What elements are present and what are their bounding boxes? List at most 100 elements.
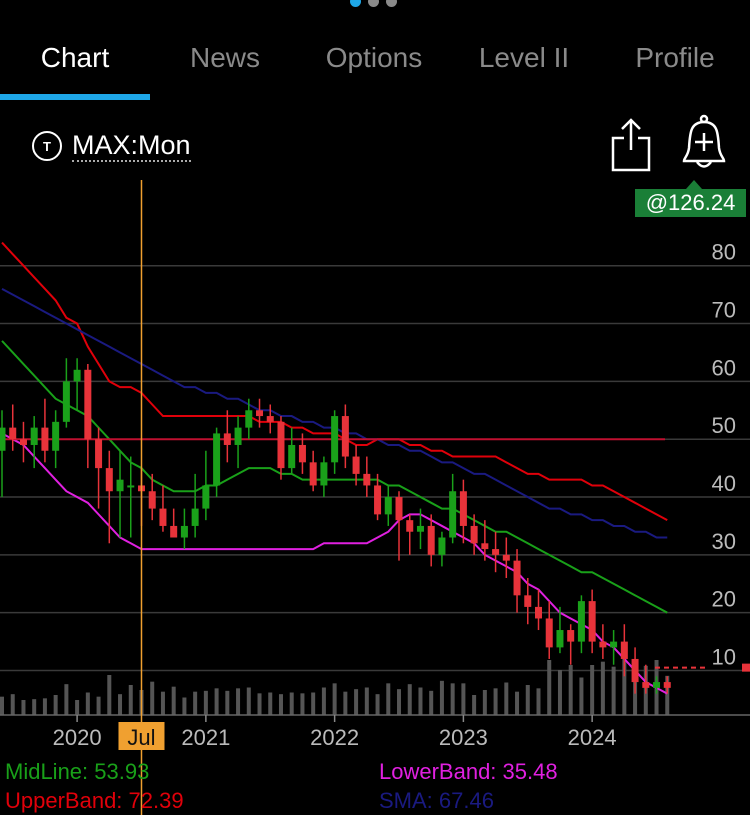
candle-body [556, 630, 564, 648]
y-tick-label: 60 [712, 355, 736, 380]
y-tick-label: 40 [712, 471, 736, 496]
page-indicator [0, 0, 750, 10]
candle-body [95, 439, 103, 469]
legend-lowerband: LowerBand: 35.48 [379, 759, 558, 784]
volume-bar [85, 692, 90, 715]
candle-body [62, 381, 70, 422]
tab-news[interactable]: News [189, 42, 260, 73]
volume-bar [418, 687, 423, 715]
volume-bar [515, 691, 520, 715]
y-tick-label: 20 [712, 587, 736, 612]
y-tick-label: 80 [712, 240, 736, 265]
volume-bar [246, 687, 251, 715]
volume-bar [600, 661, 605, 715]
x-tick-label: 2020 [53, 725, 102, 750]
page-dot[interactable] [386, 0, 397, 7]
y-tick-label: 30 [712, 529, 736, 554]
tab-profile[interactable]: Profile [635, 42, 715, 73]
volume-bar [343, 691, 348, 715]
volume-bar [493, 688, 498, 715]
symbol-selector[interactable]: T MAX:Mon [32, 128, 191, 164]
volume-bar [32, 699, 37, 715]
tab-chart[interactable]: Chart [40, 42, 110, 73]
candle-body [449, 491, 457, 538]
volume-bar [289, 692, 294, 715]
candle-body [9, 427, 17, 440]
security-type-badge: T [32, 131, 62, 161]
volume-bar [321, 687, 326, 715]
candle-body [524, 595, 532, 607]
candle-body [492, 549, 500, 555]
legend-upperband: UpperBand: 72.39 [5, 788, 184, 813]
candle-body [277, 421, 285, 469]
axes: 10 20 30 40 50 60 70 80 2020 2021 2022 2023 2024 Jul [0, 180, 750, 815]
volume-bar [375, 694, 380, 715]
volume-bar [53, 695, 58, 715]
legend-sma: SMA: 67.46 [379, 788, 494, 813]
candle-body [331, 416, 339, 463]
volume-bar [160, 691, 165, 715]
volume-bar [128, 685, 133, 715]
candle-body [116, 479, 124, 492]
candle-body [148, 491, 156, 509]
candle-body [416, 525, 424, 532]
candle-body [159, 508, 167, 526]
volume-bar [450, 683, 455, 715]
legend-midline: MidLine: 53.93 [5, 759, 150, 784]
volume-bar [407, 684, 412, 715]
alert-price-pointer [686, 180, 702, 189]
candle-body [170, 525, 178, 538]
candle-body [341, 416, 349, 457]
bell-plus-icon[interactable] [680, 114, 728, 174]
volume-bar [579, 677, 584, 715]
volume-bar [0, 696, 4, 715]
candle-body [105, 468, 113, 492]
volume-bar [568, 665, 573, 715]
candlesticks [0, 358, 671, 694]
volume-bar [622, 655, 627, 715]
symbol-label[interactable]: MAX:Mon [72, 130, 191, 162]
candle-body [481, 543, 489, 550]
volume-bar [439, 680, 444, 715]
page-dot[interactable] [350, 0, 361, 7]
volume-bar [590, 665, 595, 715]
volume-bar [203, 690, 208, 715]
candle-body [41, 427, 49, 451]
volume-bar [311, 692, 316, 715]
tab-level-ii[interactable]: Level II [478, 42, 570, 73]
volume-bar [75, 700, 80, 715]
candle-body [535, 606, 542, 619]
candle-body [588, 601, 596, 642]
y-tick-label: 50 [712, 413, 736, 438]
x-tick-label: 2021 [181, 725, 230, 750]
candle-body [52, 421, 60, 451]
candle-body [427, 525, 435, 555]
alert-price-tag[interactable]: @126.24 [635, 189, 746, 217]
volume-bar [118, 694, 123, 715]
candle-body [545, 618, 553, 648]
volume-bar [150, 681, 155, 715]
page-dot[interactable] [368, 0, 379, 7]
volume-bar [547, 660, 552, 715]
candle-body [513, 560, 521, 596]
volume-bar [278, 694, 283, 715]
volume-bar [300, 693, 305, 715]
series-line-lowerband [1, 432, 668, 695]
candle-body [374, 485, 382, 515]
volume-bar [536, 688, 541, 715]
share-icon[interactable] [610, 116, 654, 172]
tab-bar: Chart News Options Level II Profile [0, 30, 750, 100]
candle-body [127, 485, 135, 488]
candle-body [653, 682, 661, 688]
volume-bar [364, 687, 369, 715]
volume-bar [257, 693, 262, 715]
volume-bar [665, 675, 670, 715]
tab-options[interactable]: Options [325, 42, 423, 73]
volume-bar [236, 688, 241, 715]
candle-body [298, 444, 306, 463]
candle-body [620, 641, 628, 659]
candle-body [610, 641, 618, 648]
candle-body [213, 433, 221, 486]
candle-body [309, 462, 317, 486]
